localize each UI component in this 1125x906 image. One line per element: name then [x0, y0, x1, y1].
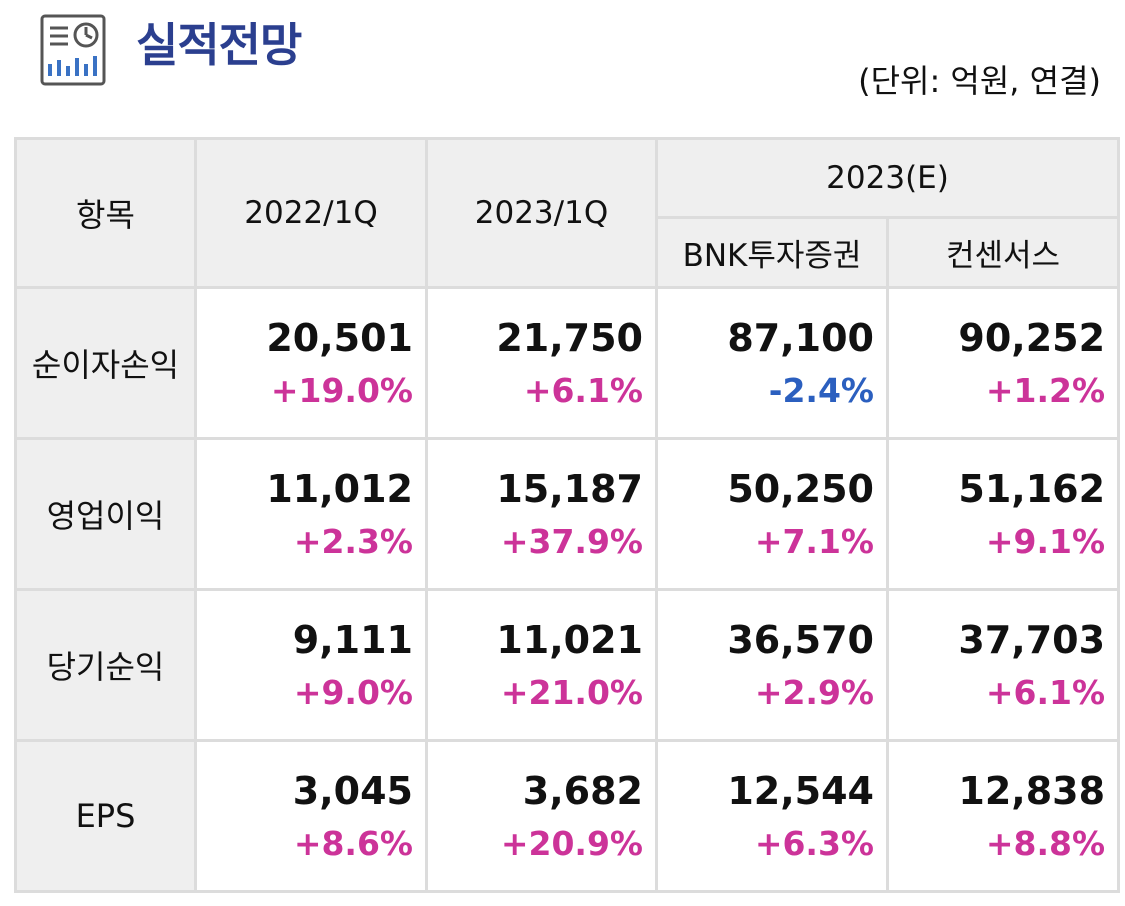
cell-2023q1: 15,187 +37.9%	[425, 437, 658, 591]
value: 51,162	[958, 467, 1106, 511]
value: 3,045	[292, 769, 413, 813]
header-2022q1: 2022/1Q	[194, 137, 428, 289]
page-title: 실적전망	[136, 18, 302, 72]
change-rate: +37.9%	[500, 522, 643, 561]
change-rate: +19.0%	[270, 371, 413, 410]
value: 12,838	[958, 769, 1106, 813]
header-bnk: BNK투자증권	[655, 216, 889, 289]
value: 50,250	[727, 467, 874, 511]
value: 3,682	[522, 769, 643, 813]
header-2023q1: 2023/1Q	[425, 137, 658, 289]
value: 12,544	[727, 769, 874, 813]
change-rate: +1.2%	[985, 371, 1106, 410]
table-row-eps: EPS 3,045 +8.6% 3,682 +20.9% 12,544 +6.3% 12,83…	[14, 739, 1121, 893]
row-label: 당기순익	[14, 588, 197, 742]
row-label: EPS	[14, 739, 197, 893]
earnings-forecast-table: 항목 2022/1Q 2023/1Q 2023(E) BNK투자증권 컨센서스 …	[14, 137, 1121, 893]
cell-consensus: 51,162 +9.1%	[885, 437, 1121, 591]
table-row-net-interest-income: 순이자손익 20,501 +19.0% 21,750 +6.1% 87,100 -2.4% 9…	[14, 286, 1121, 440]
cell-2023q1: 11,021 +21.0%	[425, 588, 658, 742]
cell-bnk-estimate: 87,100 -2.4%	[655, 286, 889, 440]
cell-consensus: 12,838 +8.8%	[885, 739, 1121, 893]
change-rate: +2.3%	[293, 522, 413, 561]
table-row-operating-profit: 영업이익 11,012 +2.3% 15,187 +37.9% 50,250 +7.1% 51…	[14, 437, 1121, 591]
header-item: 항목	[14, 137, 197, 289]
header-2023e: 2023(E)	[654, 137, 1121, 219]
change-rate: +7.1%	[754, 522, 874, 561]
cell-consensus: 37,703 +6.1%	[885, 588, 1121, 742]
value: 15,187	[496, 467, 643, 511]
cell-2023q1: 21,750 +6.1%	[425, 286, 658, 440]
value: 11,012	[266, 467, 413, 511]
change-rate: +6.1%	[523, 371, 643, 410]
value: 11,021	[496, 618, 643, 662]
cell-2022q1: 11,012 +2.3%	[194, 437, 428, 591]
change-rate: +8.6%	[293, 824, 413, 863]
value: 90,252	[958, 316, 1106, 360]
unit-note: (단위: 억원, 연결)	[858, 62, 1101, 100]
report-chart-icon	[40, 14, 106, 86]
cell-consensus: 90,252 +1.2%	[885, 286, 1121, 440]
change-rate: +9.1%	[985, 522, 1106, 561]
change-rate: +6.1%	[985, 673, 1106, 712]
cell-bnk-estimate: 50,250 +7.1%	[655, 437, 889, 591]
change-rate: +20.9%	[500, 824, 643, 863]
table-row-net-income: 당기순익 9,111 +9.0% 11,021 +21.0% 36,570 +2.9% 37,…	[14, 588, 1121, 742]
cell-bnk-estimate: 36,570 +2.9%	[655, 588, 889, 742]
cell-2022q1: 20,501 +19.0%	[194, 286, 428, 440]
value: 87,100	[727, 316, 874, 360]
value: 36,570	[727, 618, 874, 662]
cell-bnk-estimate: 12,544 +6.3%	[655, 739, 889, 893]
cell-2023q1: 3,682 +20.9%	[425, 739, 658, 893]
value: 37,703	[958, 618, 1106, 662]
change-rate: +9.0%	[293, 673, 413, 712]
value: 20,501	[266, 316, 413, 360]
value: 21,750	[496, 316, 643, 360]
value: 9,111	[292, 618, 413, 662]
report-header: 실적전망 (단위: 억원, 연결)	[0, 0, 1125, 130]
row-label: 순이자손익	[14, 286, 197, 440]
change-rate: +21.0%	[500, 673, 643, 712]
change-rate: +8.8%	[985, 824, 1106, 863]
change-rate: -2.4%	[768, 371, 874, 410]
cell-2022q1: 3,045 +8.6%	[194, 739, 428, 893]
change-rate: +6.3%	[754, 824, 874, 863]
row-label: 영업이익	[14, 437, 197, 591]
header-consensus: 컨센서스	[885, 216, 1121, 289]
change-rate: +2.9%	[754, 673, 874, 712]
cell-2022q1: 9,111 +9.0%	[194, 588, 428, 742]
